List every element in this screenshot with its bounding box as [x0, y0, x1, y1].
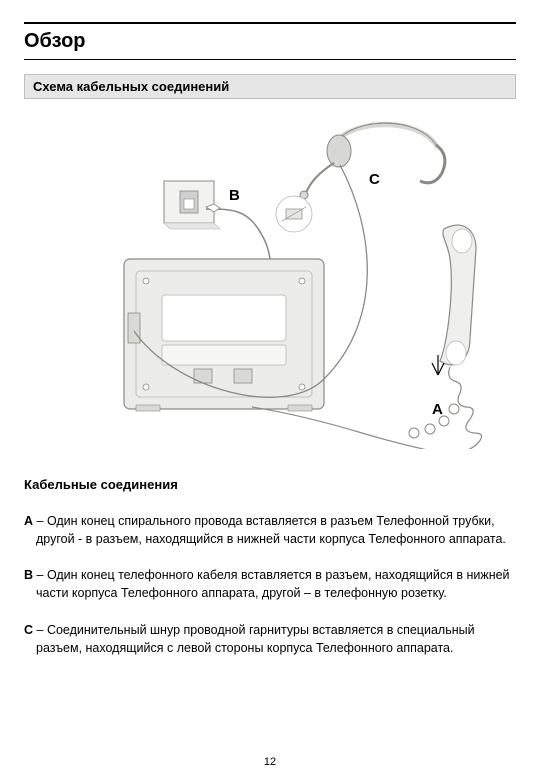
list-item: A – Один конец спирального провода встав…	[24, 512, 516, 548]
connections-subtitle: Кабельные соединения	[24, 477, 516, 492]
mid-rule	[24, 59, 516, 60]
phone-base-icon	[124, 259, 324, 411]
top-rule	[24, 22, 516, 24]
headset-jack-detail-icon	[276, 196, 312, 232]
conn-text-a: – Один конец спирального провода вставля…	[36, 514, 506, 546]
diagram-label-c: C	[369, 171, 380, 188]
conn-text-c: – Соединительный шнур проводной гарнитур…	[36, 623, 475, 655]
document-page: Обзор Схема кабельных соединений	[0, 0, 540, 780]
conn-key-b: B	[24, 568, 33, 582]
connections-list: A – Один конец спирального провода встав…	[24, 512, 516, 657]
handset-icon	[440, 225, 476, 365]
page-number: 12	[0, 756, 540, 768]
conn-key-a: A	[24, 514, 33, 528]
page-title: Обзор	[24, 30, 516, 53]
section-title: Схема кабельных соединений	[24, 74, 516, 99]
list-item: C – Соединительный шнур проводной гарнит…	[24, 621, 516, 657]
list-item: B – Один конец телефонного кабеля вставл…	[24, 566, 516, 602]
diagram-label-a: A	[432, 401, 443, 418]
conn-key-c: C	[24, 623, 33, 637]
conn-text-b: – Один конец телефонного кабеля вставляе…	[36, 568, 510, 600]
cable-diagram: B C A	[24, 109, 516, 449]
diagram-svg	[24, 109, 516, 449]
diagram-label-b: B	[229, 187, 240, 204]
